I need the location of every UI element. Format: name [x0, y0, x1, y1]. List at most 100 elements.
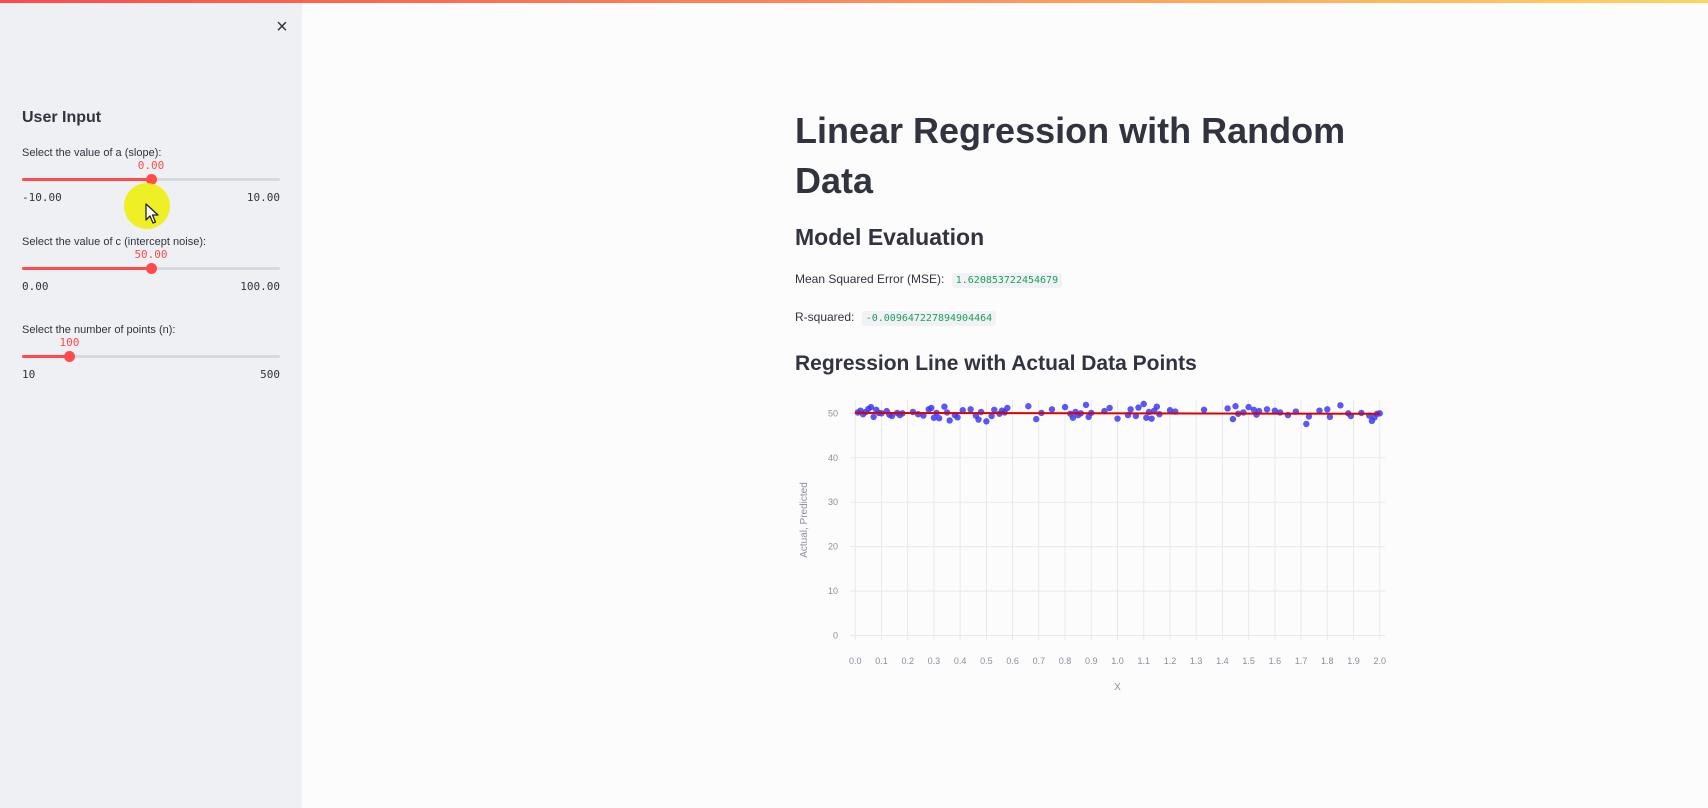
data-point — [1048, 406, 1056, 413]
data-point — [1245, 403, 1252, 411]
data-point — [954, 414, 961, 421]
data-point — [1143, 414, 1150, 421]
y-tick-label: 50 — [828, 408, 838, 418]
x-axis-label: X — [1114, 682, 1121, 693]
x-tick-label: 1.6 — [1269, 656, 1282, 666]
data-point — [870, 413, 877, 421]
data-point — [1240, 409, 1247, 416]
r2-metric: R-squared: -0.009647227894904464 — [795, 310, 997, 326]
data-point — [1326, 413, 1334, 421]
data-point — [1114, 415, 1121, 422]
mouse-pointer-icon — [145, 203, 159, 224]
slider-min: 10 — [22, 368, 36, 381]
data-point — [1061, 403, 1069, 411]
slider-track[interactable] — [22, 174, 280, 185]
x-tick-label: 0.6 — [1006, 656, 1019, 666]
r2-value: -0.009647227894904464 — [861, 311, 997, 326]
plot-heading: Regression Line with Actual Data Points — [795, 352, 1197, 375]
slider-fill — [22, 267, 151, 270]
x-tick-label: 1.5 — [1242, 656, 1255, 666]
data-point — [1082, 401, 1090, 409]
data-point — [1127, 406, 1134, 413]
intercept-slider[interactable]: Select the value of c (intercept noise):… — [22, 236, 280, 306]
data-point — [1025, 403, 1032, 410]
x-tick-label: 1.2 — [1164, 656, 1177, 666]
page-title: Linear Regression with Random Data — [795, 110, 1346, 201]
data-point — [1069, 414, 1077, 421]
slider-label: Select the value of a (slope): — [22, 147, 162, 159]
data-point — [1276, 409, 1284, 416]
y-tick-label: 10 — [828, 586, 838, 596]
data-point — [1250, 406, 1258, 413]
x-tick-label: 0.2 — [901, 656, 914, 666]
data-point — [959, 407, 966, 414]
slider-max: 10.00 — [246, 191, 280, 204]
data-point — [988, 412, 995, 420]
slider-value: 50.00 — [134, 248, 168, 261]
x-tick-label: 0.4 — [954, 656, 967, 666]
close-icon[interactable]: × — [276, 16, 288, 38]
top-decoration-bar — [0, 0, 1708, 3]
data-point — [888, 412, 896, 420]
x-tick-label: 1.9 — [1347, 656, 1360, 666]
mse-value: 1.620853722454679 — [951, 273, 1063, 288]
slider-thumb[interactable] — [63, 351, 75, 362]
data-point — [1303, 420, 1310, 428]
slider-max: 100.00 — [240, 280, 280, 293]
data-point — [991, 406, 998, 413]
points-slider[interactable]: Select the number of points (n): 100 10 … — [22, 324, 280, 394]
x-tick-label: 2.0 — [1373, 656, 1386, 666]
data-point — [1153, 403, 1161, 410]
regression-line — [855, 411, 1380, 415]
y-tick-label: 30 — [828, 497, 838, 507]
x-tick-label: 1.0 — [1111, 656, 1124, 666]
x-tick-label: 0.3 — [928, 656, 941, 666]
slider-max: 500 — [260, 368, 280, 381]
slider-thumb[interactable] — [145, 174, 157, 185]
mse-label: Mean Squared Error (MSE): — [795, 272, 945, 286]
slope-slider[interactable]: Select the value of a (slope): 0.00 -10.… — [22, 147, 280, 217]
data-point — [928, 404, 935, 412]
x-tick-label: 1.1 — [1137, 656, 1150, 666]
x-tick-label: 1.7 — [1295, 656, 1308, 666]
slider-label: Select the value of c (intercept noise): — [22, 236, 207, 248]
data-point — [930, 414, 938, 421]
data-point — [1229, 415, 1237, 423]
eval-heading: Model Evaluation — [795, 224, 985, 250]
y-axis-label: Actual, Predicted — [799, 482, 810, 558]
slider-track[interactable] — [22, 351, 280, 362]
data-point — [975, 416, 982, 423]
y-tick-label: 40 — [828, 453, 838, 463]
mse-metric: Mean Squared Error (MSE): 1.620853722454… — [795, 272, 1063, 288]
data-point — [1324, 406, 1331, 413]
sidebar: × User Input Select the value of a (slop… — [0, 3, 302, 808]
data-point — [946, 417, 953, 424]
data-point — [1140, 400, 1147, 408]
x-tick-label: 0.8 — [1059, 656, 1072, 666]
r2-label: R-squared: — [795, 310, 855, 324]
x-tick-label: 0.5 — [980, 656, 993, 666]
slider-value: 0.00 — [137, 159, 165, 172]
x-tick-label: 0.7 — [1033, 656, 1046, 666]
data-point — [941, 403, 948, 410]
data-point — [983, 418, 990, 425]
slider-min: 0.00 — [22, 280, 49, 293]
data-point — [1337, 402, 1344, 409]
slider-min: -10.00 — [22, 191, 62, 204]
x-tick-label: 0.9 — [1085, 656, 1098, 666]
data-point — [1224, 405, 1231, 412]
data-point — [977, 408, 985, 416]
data-point — [1166, 407, 1174, 414]
slider-track[interactable] — [22, 263, 280, 274]
x-tick-label: 0.1 — [875, 656, 888, 666]
x-tick-label: 0.0 — [849, 656, 862, 666]
x-tick-label: 1.4 — [1216, 656, 1229, 666]
data-point — [1271, 407, 1279, 414]
slider-label: Select the number of points (n): — [22, 324, 176, 336]
regression-chart[interactable]: 0.0 0.1 0.2 0.3 0.4 0.5 0.6 0.7 0.8 0.9 1.0 1.1 1.2 1… — [795, 400, 1435, 700]
data-point — [1135, 404, 1142, 411]
data-point — [1148, 415, 1155, 422]
slider-fill — [22, 355, 70, 358]
x-tick-label: 1.3 — [1190, 656, 1203, 666]
slider-thumb[interactable] — [145, 263, 157, 274]
